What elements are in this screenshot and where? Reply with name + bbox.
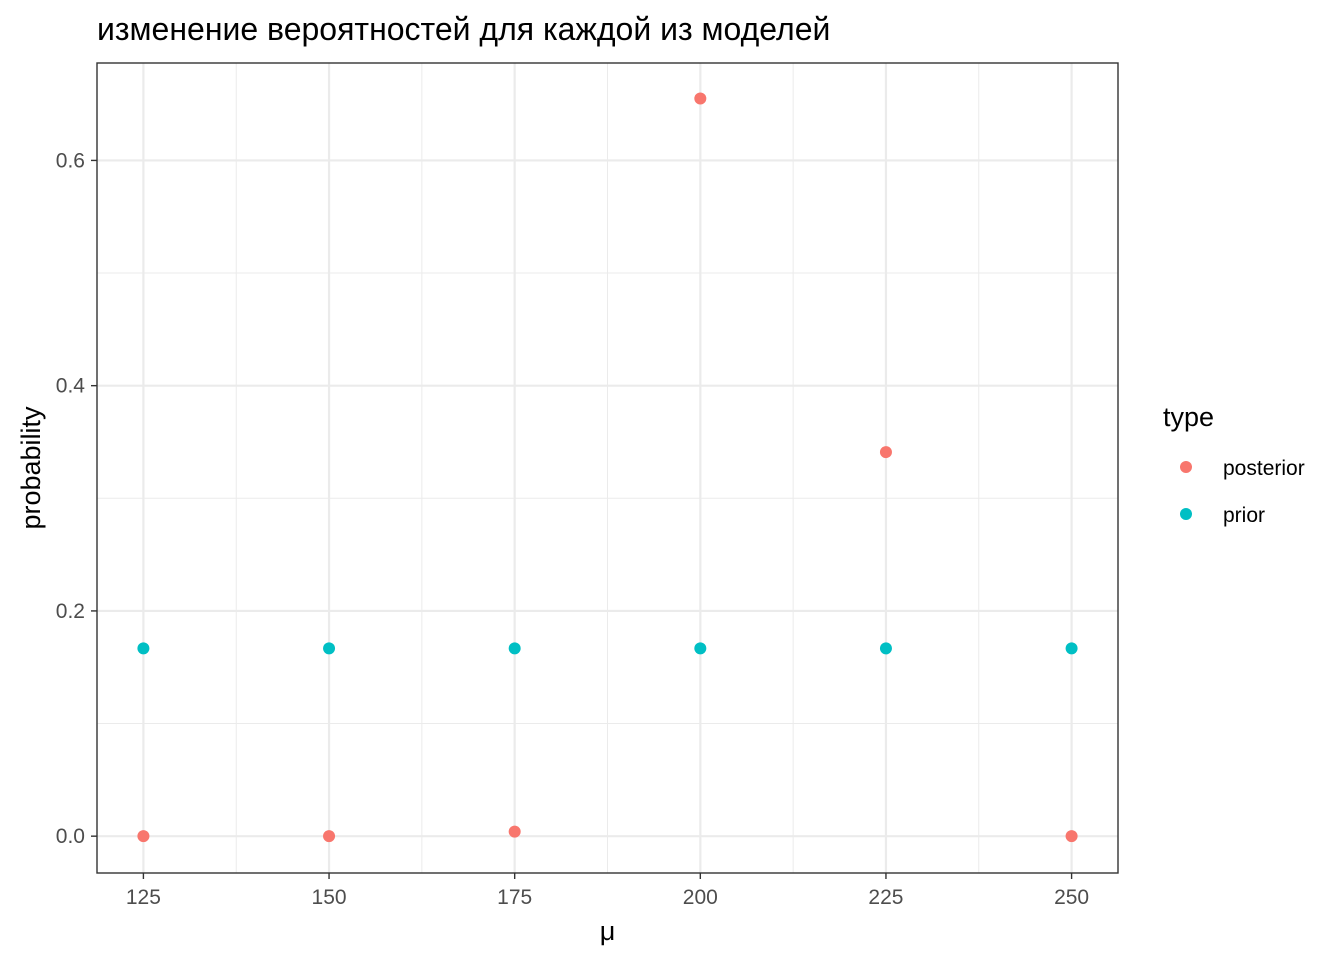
y-tick-label: 0.2 xyxy=(56,600,85,623)
legend: type posterior prior xyxy=(1163,402,1305,527)
data-point-prior xyxy=(1065,642,1078,655)
legend-title: type xyxy=(1163,402,1214,432)
x-tick-label: 175 xyxy=(497,886,532,909)
data-point-prior xyxy=(137,642,150,655)
x-tick-label: 200 xyxy=(683,886,718,909)
legend-key-prior xyxy=(1180,508,1192,520)
data-point-prior xyxy=(323,642,336,655)
x-axis-title: μ xyxy=(600,916,616,946)
x-tick-label: 125 xyxy=(126,886,161,909)
y-axis: 0.0 0.2 0.4 0.6 xyxy=(56,149,97,848)
data-point-prior xyxy=(508,642,521,655)
x-tick-label: 250 xyxy=(1054,886,1089,909)
legend-label-prior: prior xyxy=(1223,504,1265,527)
major-gridlines xyxy=(97,63,1118,873)
minor-gridlines xyxy=(97,63,1118,873)
data-point-posterior xyxy=(323,830,336,843)
legend-entries: posterior prior xyxy=(1180,457,1305,527)
data-point-posterior xyxy=(694,92,707,105)
data-point-prior xyxy=(694,642,707,655)
y-tick-label: 0.4 xyxy=(56,375,86,398)
y-tick-label: 0.0 xyxy=(56,825,85,848)
y-axis-title: probability xyxy=(16,406,46,530)
legend-key-posterior xyxy=(1180,461,1192,473)
chart-title: изменение вероятностей для каждой из мод… xyxy=(97,11,830,47)
data-point-posterior xyxy=(508,825,521,838)
plot-panel-border xyxy=(96,62,1119,874)
x-tick-label: 150 xyxy=(312,886,347,909)
legend-label-posterior: posterior xyxy=(1223,457,1305,480)
data-point-posterior xyxy=(1065,830,1078,843)
y-tick-label: 0.6 xyxy=(56,149,85,172)
data-point-prior xyxy=(879,642,892,655)
data-point-posterior xyxy=(879,446,892,459)
x-tick-label: 225 xyxy=(868,886,903,909)
x-axis: 125 150 175 200 225 250 xyxy=(126,873,1089,909)
data-points xyxy=(137,92,1078,843)
data-point-posterior xyxy=(137,830,150,843)
